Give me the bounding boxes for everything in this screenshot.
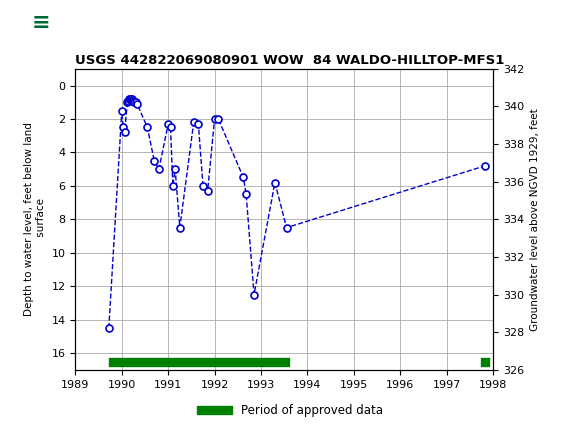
Y-axis label: Groundwater level above NGVD 1929, feet: Groundwater level above NGVD 1929, feet (530, 108, 539, 331)
Legend: Period of approved data: Period of approved data (192, 399, 388, 422)
Text: ≡: ≡ (31, 12, 50, 33)
Bar (6, 3, 75, 42)
Y-axis label: Depth to water level, feet below land
 surface: Depth to water level, feet below land su… (24, 123, 46, 316)
Text: USGS 442822069080901 WOW  84 WALDO-HILLTOP-MFS1: USGS 442822069080901 WOW 84 WALDO-HILLTO… (75, 54, 505, 67)
Text: USGS: USGS (128, 13, 187, 32)
